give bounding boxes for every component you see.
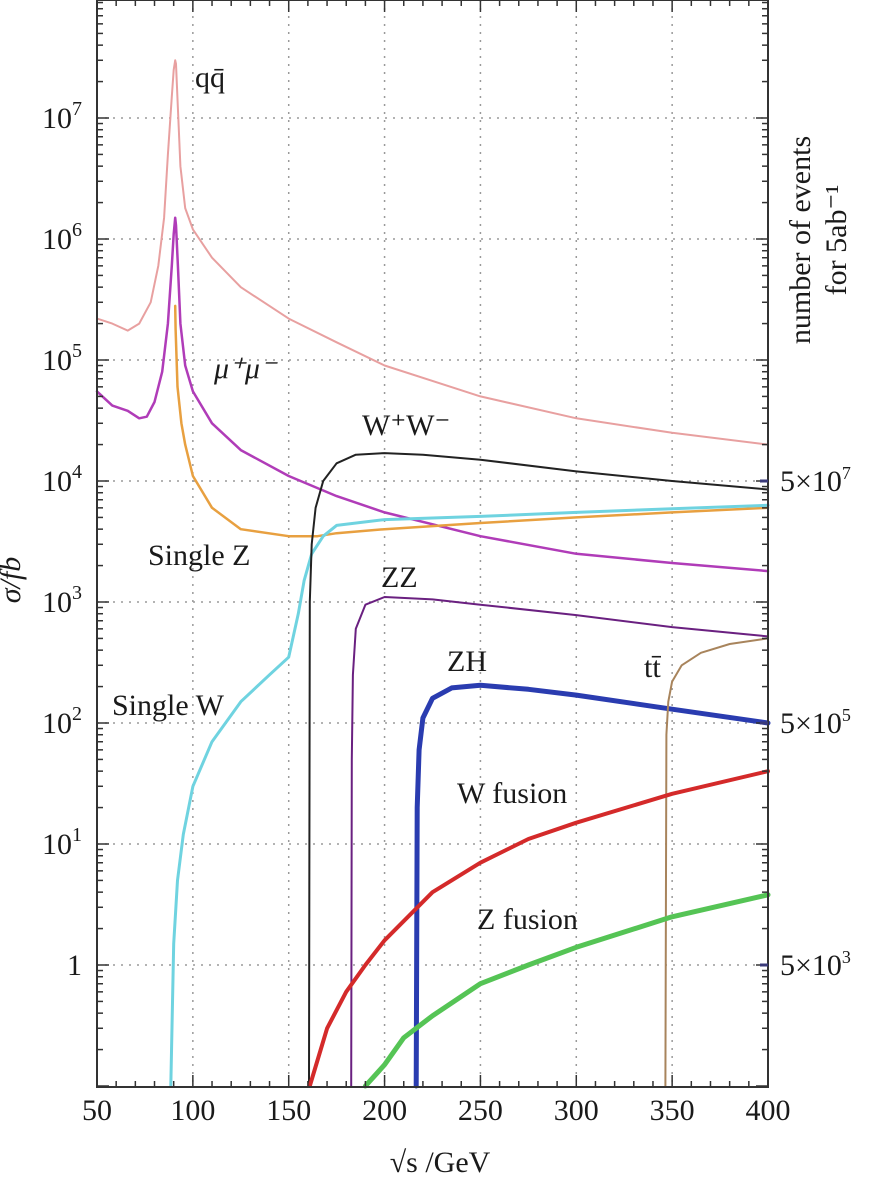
right-axis-title-line1: number of events	[784, 136, 817, 344]
right-tick-label-2: 5×107	[780, 463, 851, 498]
y-tick-label-7: 107	[42, 98, 82, 135]
series-line-2	[173, 304, 770, 538]
y-tick-label-1: 101	[42, 824, 82, 861]
y-axis-title: σ/fb	[0, 557, 27, 603]
right-axis-title-line2: for 5ab⁻¹	[820, 185, 853, 296]
series-label-tt: tt̄	[644, 651, 661, 684]
series-labels: qq̄ μ⁺μ⁻ W⁺W⁻ Single Z ZZ ZH tt̄ Single W W fusi…	[112, 61, 661, 936]
x-tick-label-5: 300	[554, 1094, 599, 1127]
series-line-9	[362, 892, 771, 1089]
right-axis-title: number of events for 5ab⁻¹	[784, 136, 853, 344]
x-axis-title: √s /GeV	[390, 1146, 491, 1179]
series-label-wfusion: W fusion	[457, 777, 567, 810]
y-tick-label-4: 104	[42, 461, 82, 498]
y-tick-label-3: 103	[42, 582, 82, 619]
series-line-7	[664, 637, 769, 1087]
series-label-singlez: Single Z	[148, 539, 251, 572]
x-tick-label-6: 350	[650, 1094, 695, 1127]
series-label-zh: ZH	[447, 645, 487, 678]
y-tick-label-6: 106	[42, 219, 82, 256]
y-tick-label-2: 102	[42, 703, 82, 740]
grid-lines	[97, 0, 768, 1087]
x-tick-label-2: 150	[266, 1094, 311, 1127]
axis-ticks	[96, 0, 769, 1087]
series-line-6	[413, 682, 771, 1089]
right-tick-label-0: 5×103	[780, 947, 851, 982]
y-tick-label-5: 105	[42, 340, 82, 377]
series-label-mumu: μ⁺μ⁻	[213, 352, 278, 385]
series-line-0	[96, 59, 769, 446]
series-label-zfusion: Z fusion	[477, 903, 578, 936]
x-tick-label-3: 200	[362, 1094, 407, 1127]
x-tick-label-1: 100	[170, 1094, 215, 1127]
y-tick-label-0: 1	[67, 949, 82, 982]
series-line-3	[169, 503, 770, 1088]
series-label-zz: ZZ	[381, 561, 418, 594]
series-line-8	[307, 769, 770, 1088]
series-label-singlew: Single W	[112, 689, 225, 722]
series-line-5	[350, 596, 769, 1087]
x-tick-label-7: 400	[746, 1094, 791, 1127]
series-label-ww: W⁺W⁻	[362, 409, 450, 442]
series-label-qq: qq̄	[195, 61, 225, 94]
plot-frame	[96, 0, 769, 1088]
right-tick-label-1: 5×105	[780, 705, 851, 740]
x-tick-label-4: 250	[458, 1094, 503, 1127]
series-lines	[95, 59, 771, 1089]
series-line-1	[95, 216, 770, 573]
tick-labels: 50 100 150 200 250 300 350 400 1 101 102 103 104 105 1…	[42, 98, 851, 1127]
series-line-4	[308, 452, 769, 1087]
x-tick-label-0: 50	[82, 1094, 112, 1127]
